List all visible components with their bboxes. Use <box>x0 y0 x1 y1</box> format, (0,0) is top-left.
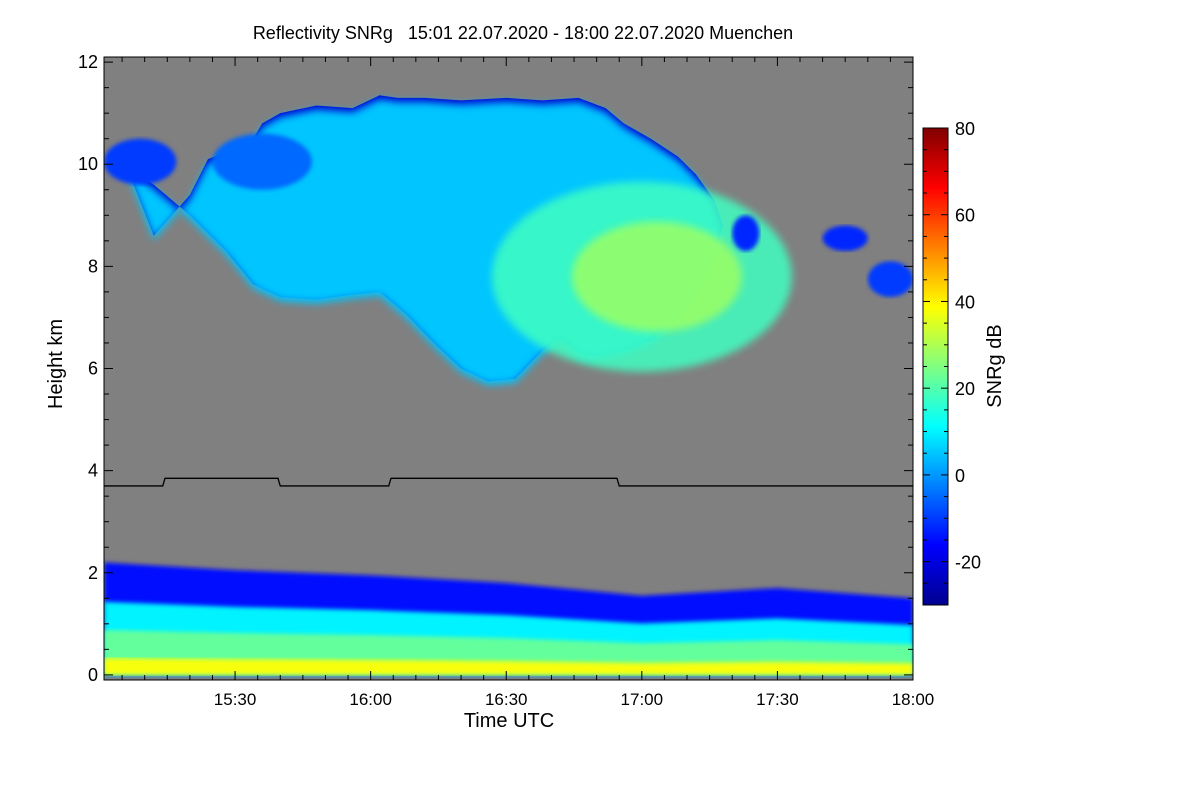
x-tick-label: 15:30 <box>214 690 257 709</box>
melting-layer-line <box>104 477 913 487</box>
y-tick-label: 8 <box>88 256 98 276</box>
colorbar-tick-label: 80 <box>955 119 975 139</box>
x-tick-label: 17:30 <box>756 690 799 709</box>
plot-area: 15:30 16:00 16:30 17:00 17:30 18:00 0 2 4 6 8 10 12 <box>78 52 934 709</box>
cirrus-patch <box>212 133 312 190</box>
cirrus-patch <box>822 225 868 252</box>
y-axis: 0 2 4 6 8 10 12 <box>78 52 913 685</box>
y-axis-label: Height km <box>45 319 67 409</box>
chart-title: Reflectivity SNRg 15:01 22.07.2020 - 18:… <box>253 23 793 43</box>
colorbar-tick-label: -20 <box>955 553 981 573</box>
cirrus-patch <box>104 138 177 185</box>
cloud-core <box>571 221 742 332</box>
boundary-layer-band <box>104 658 913 675</box>
y-tick-label: 6 <box>88 359 98 379</box>
colorbar-label: SNRg dB <box>984 324 1006 407</box>
radar-field <box>104 95 913 675</box>
y-tick-label: 4 <box>88 461 98 481</box>
y-tick-label: 10 <box>78 154 98 174</box>
colorbar-ticks: -20 0 20 40 60 80 <box>923 119 981 606</box>
colorbar-fill <box>923 128 948 605</box>
colorbar-tick-label: 40 <box>955 292 975 312</box>
colorbar-tick-label: 20 <box>955 379 975 399</box>
x-tick-label: 16:30 <box>485 690 528 709</box>
y-tick-label: 12 <box>78 52 98 72</box>
x-axis-label: Time UTC <box>464 710 554 732</box>
y-tick-label: 0 <box>88 665 98 685</box>
y-tick-label: 2 <box>88 563 98 583</box>
cirrus-patch <box>867 261 913 298</box>
colorbar-tick-label: 0 <box>955 466 965 486</box>
x-tick-label: 16:00 <box>349 690 392 709</box>
cirrus-patch <box>732 215 760 252</box>
x-tick-label: 18:00 <box>892 690 935 709</box>
x-tick-label: 17:00 <box>621 690 664 709</box>
colorbar: -20 0 20 40 60 80 SNRg dB <box>922 119 1006 606</box>
colorbar-tick-label: 60 <box>955 206 975 226</box>
x-axis: 15:30 16:00 16:30 17:00 17:30 18:00 <box>121 57 935 709</box>
